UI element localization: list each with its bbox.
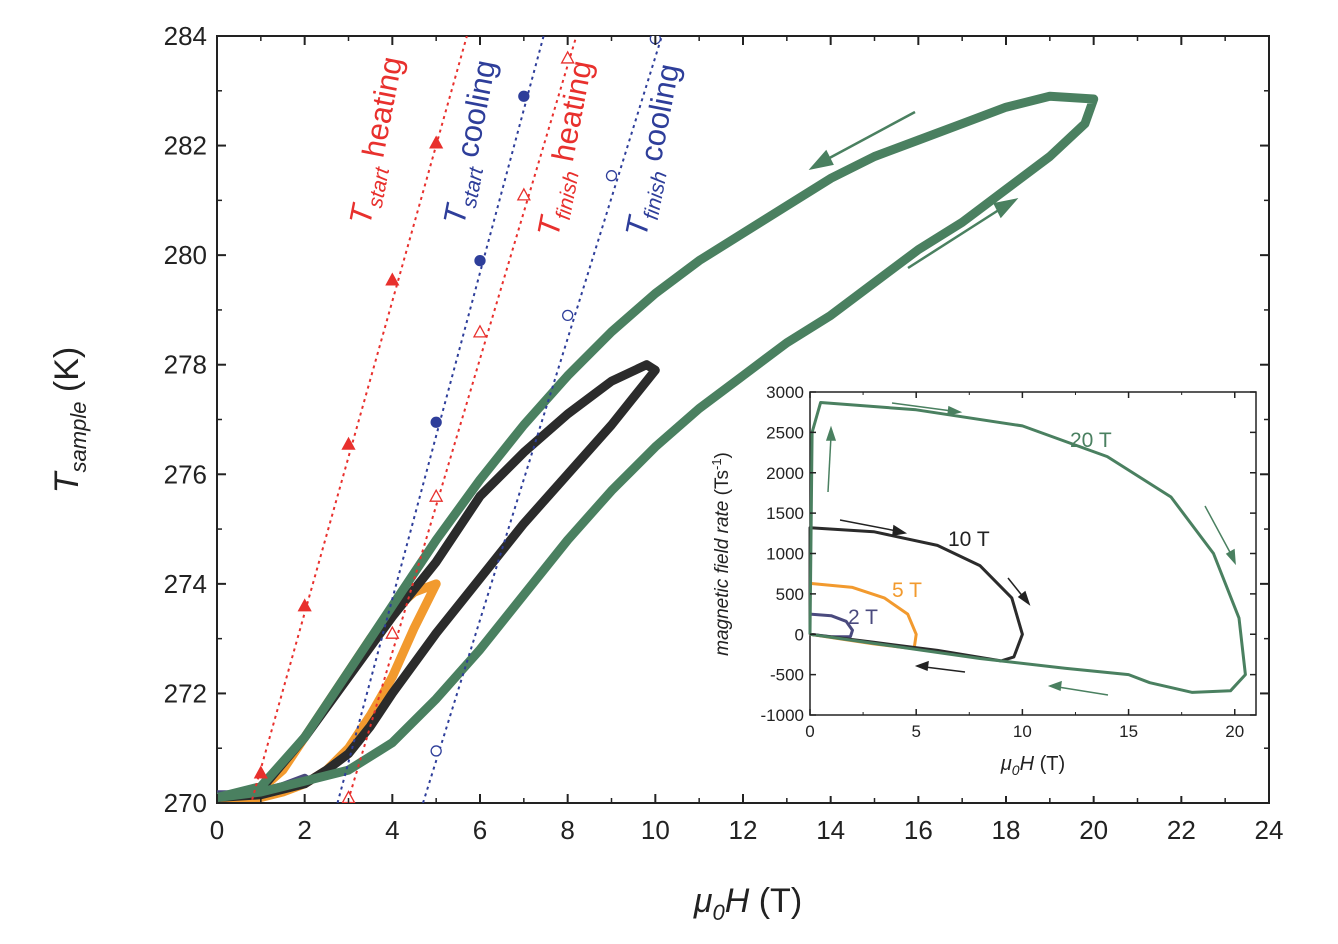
inset-label-5t: 5 T <box>892 579 922 602</box>
y-tick-label: 276 <box>164 459 207 489</box>
x-tick-label: 18 <box>992 815 1021 845</box>
inset-y-tick-label: 2000 <box>766 464 804 483</box>
marker-point <box>385 625 400 639</box>
marker-point <box>429 488 444 502</box>
inset-arrow-down-10t-icon <box>1007 577 1031 606</box>
x-tick-label: 10 <box>641 815 670 845</box>
label-tfinish-cooling: Tfinish cooling <box>619 61 693 240</box>
inset-y-tick-label: -500 <box>770 666 804 685</box>
loop-20t <box>217 91 1099 802</box>
inset-label-20t: 20 T <box>1070 429 1112 452</box>
marker-point <box>562 309 574 322</box>
inset-y-tick-label: 500 <box>776 585 804 604</box>
inset-arrow-up-icon <box>825 425 837 493</box>
marker-point <box>474 254 486 267</box>
marker-labels: Tstart heating Tstart cooling Tfinish he… <box>343 54 693 240</box>
label-tstart-cooling: Tstart cooling <box>437 57 509 228</box>
main-plot-area <box>217 36 1099 803</box>
y-tick-label: 284 <box>164 21 207 51</box>
marker-point <box>560 50 575 64</box>
x-tick-label: 0 <box>210 815 224 845</box>
x-tick-label: 8 <box>560 815 574 845</box>
marker-point <box>430 416 442 428</box>
inset-y-tick-label: 2500 <box>766 423 804 442</box>
y-tick-label: 270 <box>164 788 207 818</box>
x-tick-label: 2 <box>297 815 311 845</box>
marker-point <box>430 745 442 757</box>
marker-point <box>385 272 400 286</box>
main-axes: 0 2 4 6 8 10 12 14 16 18 20 22 242702722742762782802… <box>164 21 1284 845</box>
x-tick-label: 20 <box>1079 815 1108 845</box>
x-tick-label: 12 <box>729 815 758 845</box>
direction-arrows <box>808 110 1019 270</box>
y-tick-label: 272 <box>164 678 207 708</box>
y-tick-label: 282 <box>164 131 207 161</box>
inset-x-tick-label: 15 <box>1119 722 1138 741</box>
y-tick-label: 274 <box>164 569 207 599</box>
inset-x-axis-title: μ0H (T) <box>1000 753 1065 778</box>
main-data-layer <box>217 36 1099 803</box>
inset-x-tick-label: 5 <box>911 722 920 741</box>
x-tick-label: 22 <box>1167 815 1196 845</box>
x-tick-label: 4 <box>385 815 399 845</box>
inset-label-2t: 2 T <box>848 606 878 629</box>
inset-arrow-left-icon <box>1047 680 1109 696</box>
x-tick-label: 24 <box>1255 815 1284 845</box>
inset-y-tick-label: 0 <box>795 625 804 644</box>
inset-label-10t: 10 T <box>948 528 990 551</box>
inset-arrow-right-10t-icon <box>839 519 908 536</box>
x-axis-title: μ0H (T) <box>693 882 802 925</box>
inset-arrow-down-right-icon <box>1204 505 1236 566</box>
arrow-increasing-icon <box>907 198 1019 270</box>
inset-y-tick-label: 3000 <box>766 383 804 402</box>
loop-10t <box>217 360 660 802</box>
marker-point <box>429 135 444 149</box>
marker-fit-line <box>250 36 468 803</box>
marker-point <box>516 187 531 201</box>
inset-x-tick-label: 0 <box>805 722 814 741</box>
inset-x-tick-label: 10 <box>1013 722 1032 741</box>
arrow-decreasing-icon <box>808 110 916 170</box>
marker-point <box>253 765 268 779</box>
inset-y-tick-label: 1000 <box>766 545 804 564</box>
inset-arrow-right-icon <box>891 402 963 416</box>
inset-y-tick-label: 1500 <box>766 504 804 523</box>
inset-direction-arrows <box>825 402 1236 696</box>
y-tick-label: 278 <box>164 350 207 380</box>
inset-arrow-left-10t-icon <box>914 660 966 673</box>
marker-fit-line <box>346 36 578 803</box>
x-tick-label: 6 <box>473 815 487 845</box>
marker-point <box>472 324 488 338</box>
marker-point <box>297 598 312 612</box>
inset-x-tick-label: 20 <box>1225 722 1244 741</box>
label-tstart-heating: Tstart heating <box>343 54 416 229</box>
marker-point <box>341 436 356 450</box>
marker-point <box>605 170 618 182</box>
inset-y-axis-title: magnetic field rate (Ts-1) <box>709 452 733 656</box>
inset-axes: 0 5 10 15 20 -1000 -500 0 500 1000 1500 2000 2500 300… <box>761 383 1256 741</box>
y-axis-title: Tsample (K) <box>48 347 91 493</box>
inset-series-10t <box>808 526 1024 663</box>
inset-y-tick-label: -1000 <box>761 706 804 725</box>
inset-plot-area <box>808 401 1247 694</box>
x-tick-label: 16 <box>904 815 933 845</box>
y-tick-label: 280 <box>164 240 207 270</box>
marker-fit-line <box>422 36 663 803</box>
marker-point <box>518 90 530 102</box>
inset-series-20t <box>808 401 1247 694</box>
x-tick-label: 14 <box>816 815 845 845</box>
